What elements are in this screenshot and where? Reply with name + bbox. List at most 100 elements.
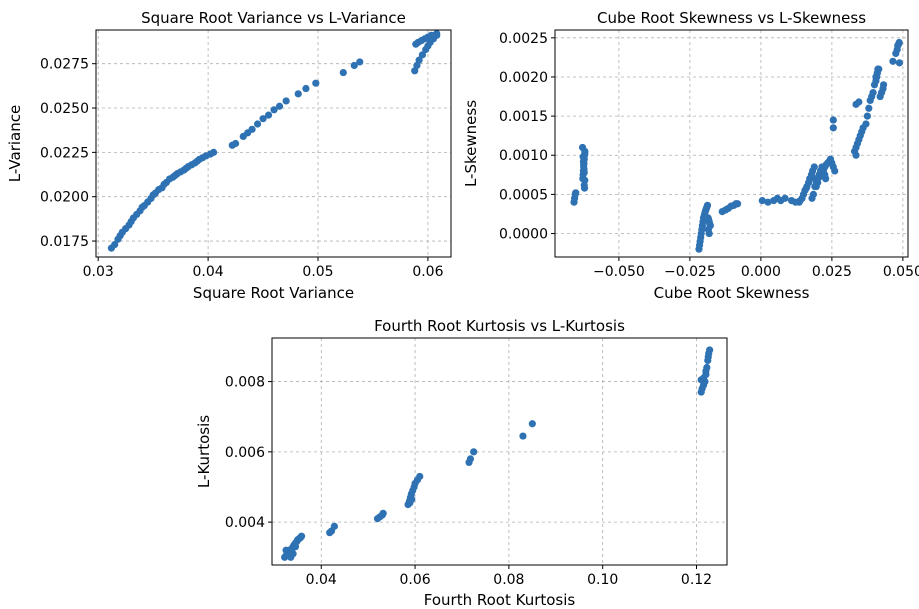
data-point	[519, 432, 527, 440]
chart-title: Square Root Variance vs L-Variance	[141, 9, 406, 27]
y-tick-label: 0.0025	[499, 31, 548, 47]
x-tick-label: 0.08	[493, 572, 524, 588]
data-point	[822, 175, 830, 183]
y-tick-label: 0.0250	[40, 101, 89, 117]
data-point	[855, 98, 863, 106]
y-tick-label: 0.0015	[499, 109, 548, 125]
data-point	[356, 58, 364, 66]
data-point	[579, 157, 587, 166]
data-point	[415, 56, 423, 64]
y-axis-label: L-Variance	[6, 105, 24, 182]
data-point	[312, 79, 320, 87]
data-point	[302, 84, 310, 93]
x-tick-label: 0.04	[193, 264, 224, 280]
y-tick-label: 0.0225	[40, 145, 89, 161]
data-point	[379, 509, 387, 517]
x-tick-label: 0.03	[83, 264, 114, 280]
x-tick-label: 0.05	[302, 264, 333, 280]
data-point	[289, 550, 297, 558]
data-point	[852, 151, 860, 159]
x-tick-label: 0.10	[587, 572, 618, 588]
y-tick-label: 0.008	[225, 375, 265, 391]
data-point	[408, 495, 416, 503]
data-point	[580, 165, 588, 173]
data-point	[704, 353, 712, 361]
data-point	[433, 31, 441, 39]
data-point	[416, 472, 424, 481]
data-point	[339, 68, 347, 77]
x-axis-label: Cube Root Skewness	[654, 284, 810, 302]
y-tick-label: 0.0275	[40, 57, 89, 73]
data-point	[865, 104, 873, 112]
x-axis-label: Fourth Root Kurtosis	[424, 591, 576, 609]
data-point	[111, 240, 119, 249]
data-point	[706, 346, 714, 354]
y-tick-label: 0.0010	[499, 148, 548, 164]
data-point	[291, 543, 300, 551]
x-tick-label: 0.12	[681, 572, 712, 588]
data-point	[264, 111, 273, 119]
data-point	[895, 38, 903, 47]
chart-title: Cube Root Skewness vs L-Skewness	[597, 9, 866, 27]
plot-sqrt-variance-vs-l-variance: 0.03 0.04 0.05 0.06 0.0175 0.0200 0.0225 0.0250…	[6, 9, 452, 302]
data-point	[470, 448, 478, 456]
data-point	[831, 167, 839, 175]
data-point	[829, 124, 837, 132]
data-point	[282, 97, 290, 105]
data-point	[734, 200, 742, 208]
data-point	[889, 57, 897, 65]
data-point	[879, 81, 888, 89]
data-point	[764, 198, 772, 206]
data-point	[418, 51, 427, 59]
data-point	[231, 139, 240, 148]
data-point	[703, 201, 712, 209]
data-point	[580, 184, 589, 192]
y-tick-label: 0.0020	[499, 70, 548, 86]
data-point	[466, 455, 475, 463]
data-point	[294, 90, 302, 98]
y-tick-label: 0.006	[225, 445, 265, 461]
x-tick-label: 0.025	[812, 264, 852, 280]
chart-title: Fourth Root Kurtosis vs L-Kurtosis	[374, 317, 625, 335]
y-axis-label: L-Kurtosis	[195, 415, 213, 488]
data-point	[702, 367, 710, 375]
data-point	[275, 102, 284, 110]
data-point	[581, 150, 589, 158]
x-tick-label: 0.000	[741, 264, 781, 280]
data-point	[874, 65, 882, 73]
data-point	[829, 116, 837, 124]
x-tick-label: 0.050	[883, 264, 919, 280]
x-tick-label: 0.06	[412, 264, 443, 280]
axes-frame	[554, 29, 909, 258]
x-tick-label: −0.050	[593, 264, 645, 280]
data-point	[572, 189, 580, 197]
data-point	[862, 120, 870, 128]
y-tick-label: 0.0175	[40, 234, 89, 250]
x-tick-label: −0.025	[664, 264, 716, 280]
data-point	[350, 61, 358, 70]
data-point	[253, 120, 262, 128]
data-point	[895, 59, 904, 67]
y-tick-label: 0.004	[225, 515, 265, 531]
plot-fourth-root-kurtosis-vs-l-kurtosis: 0.04 0.06 0.08 0.10 0.12 0.004 0.006 0.008 Fourt…	[195, 317, 728, 609]
data-point	[330, 522, 338, 530]
y-tick-label: 0.0005	[499, 187, 548, 203]
y-axis-label: L-Skewness	[462, 100, 480, 187]
data-point	[210, 148, 218, 156]
data-point	[270, 106, 278, 114]
y-tick-label: 0.0200	[40, 190, 89, 206]
data-point	[248, 125, 256, 133]
plot-cube-root-skewness-vs-l-skewness: −0.050 −0.025 0.000 0.025 0.050 0.0000 0.0005 0…	[462, 9, 919, 302]
data-point	[528, 420, 536, 428]
y-tick-label: 0.0000	[499, 227, 548, 243]
x-tick-label: 0.06	[399, 572, 430, 588]
data-point	[758, 197, 766, 205]
data-point	[259, 115, 267, 123]
data-point	[869, 89, 877, 97]
data-point	[297, 532, 306, 540]
data-point	[863, 112, 871, 120]
data-point	[699, 374, 708, 382]
data-point	[809, 190, 818, 198]
x-axis-label: Square Root Variance	[193, 284, 354, 302]
